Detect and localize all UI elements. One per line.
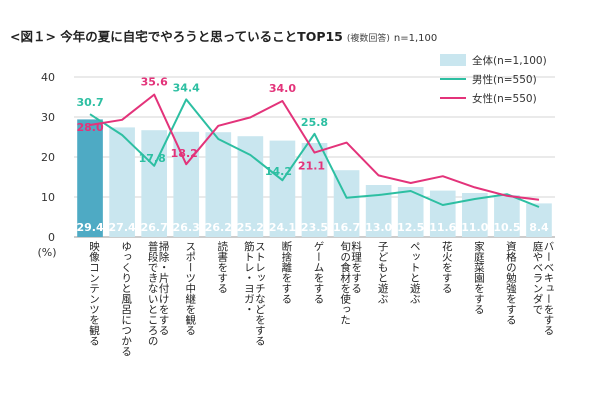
category-label: 読書をする	[216, 240, 228, 293]
category-label: ゆっくりと風呂につかる	[120, 241, 132, 357]
category-label: 子どもと遊ぶ	[377, 241, 389, 304]
bar	[109, 127, 135, 237]
series-line-female	[89, 93, 540, 201]
male-point-label: 17.8	[139, 152, 166, 165]
y-tick-label: 40	[41, 71, 55, 84]
lines	[89, 93, 540, 208]
category-label: 料理をする	[350, 240, 362, 293]
male-point-label: 34.4	[173, 81, 200, 94]
bar-value-label: 10.5	[493, 221, 520, 234]
bar-value-label: 24.1	[269, 221, 296, 234]
chart-title-note: (複数回答)	[346, 34, 390, 44]
bar	[494, 195, 520, 237]
legend: 全体(n=1,100) 男性(n=550) 女性(n=550)	[440, 54, 547, 105]
bar-value-label: 16.7	[333, 221, 360, 234]
female-point-label: 21.1	[298, 160, 325, 173]
male-point-label: 30.7	[76, 96, 103, 109]
bar-value-label: 27.4	[109, 221, 136, 234]
category-label: ストレッチなどをする	[254, 241, 266, 346]
labels: 29.4 27.4 26.7 26.3 26.2 25.2 24.1 23.5 16.7 13.0…	[76, 76, 554, 357]
bar-value-label: 12.5	[397, 221, 424, 234]
category-label: 掃除・片付けをする	[158, 240, 170, 335]
bar	[269, 140, 296, 237]
bar-value-label: 13.0	[365, 221, 392, 234]
bar	[205, 132, 232, 237]
bars	[77, 119, 552, 237]
category-label: 資格の勉強をする	[505, 241, 517, 325]
bar	[77, 119, 103, 237]
bar-value-label: 26.7	[141, 221, 168, 234]
category-label: 筋トレ・ヨガ・	[243, 240, 255, 314]
category-label: 庭やベランダで	[531, 240, 543, 314]
bar	[429, 190, 456, 237]
bar-value-label: 26.2	[205, 221, 232, 234]
bar-value-label: 25.2	[237, 221, 264, 234]
category-label: 家庭菜園をする	[473, 240, 485, 314]
bar	[526, 203, 552, 237]
chart-title: <図１> 今年の夏に自宅でやろうと思っていることTOP15	[10, 29, 343, 44]
category-label: ペットと遊ぶ	[409, 241, 421, 304]
legend-label-total: 全体(n=1,100)	[472, 54, 547, 67]
female-point-label: 18.2	[171, 147, 198, 160]
chart-title-row: <図１> 今年の夏に自宅でやろうと思っていることTOP15 (複数回答) n=1,1…	[10, 26, 437, 44]
female-point-label: 28.0	[76, 121, 103, 134]
y-tick-label: 0	[48, 231, 55, 244]
bar-value-label: 8.4	[529, 221, 549, 234]
bar-value-label: 11.6	[429, 221, 456, 234]
y-tick-label: 20	[41, 151, 55, 164]
category-label: 花火をする	[441, 240, 453, 293]
category-label: 断捨離をする	[280, 240, 292, 304]
bar-value-label: 11.0	[461, 221, 488, 234]
female-point-label: 35.6	[141, 76, 168, 89]
bar	[237, 136, 264, 237]
bar	[173, 131, 200, 237]
category-label: スポーツ中継を観る	[184, 241, 196, 336]
y-axis-label: (%)	[37, 246, 56, 259]
y-tick-label: 30	[41, 111, 55, 124]
bar-value-label: 26.3	[173, 221, 200, 234]
legend-swatch-total	[440, 54, 466, 66]
category-label: 映像コンテンツを観る	[88, 241, 100, 346]
female-point-label: 34.0	[269, 82, 296, 95]
bar-value-label: 29.4	[76, 221, 103, 234]
legend-label-female: 女性(n=550)	[472, 92, 537, 105]
legend-label-male: 男性(n=550)	[472, 73, 537, 86]
category-label: 旬の食材を使った	[339, 240, 351, 325]
series-line-male	[89, 98, 540, 208]
male-point-label: 25.8	[301, 116, 328, 129]
male-point-label: 14.2	[265, 165, 292, 178]
category-label: バーベキューをする	[542, 241, 554, 336]
bar-value-label: 23.5	[301, 221, 328, 234]
chart-sample-size: n=1,100	[393, 33, 438, 44]
bar	[301, 143, 328, 237]
y-tick-label: 10	[41, 191, 55, 204]
category-label: ゲームをする	[313, 241, 325, 304]
category-label: 普段できないところの	[147, 240, 159, 346]
